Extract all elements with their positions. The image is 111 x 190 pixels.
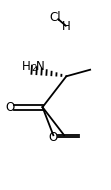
Text: 2: 2 [32,64,37,73]
Text: H: H [62,20,71,33]
Text: N: N [35,60,44,73]
Text: O: O [5,101,15,114]
Text: Cl: Cl [50,11,61,24]
Text: O: O [48,131,57,144]
Text: H: H [22,60,31,73]
